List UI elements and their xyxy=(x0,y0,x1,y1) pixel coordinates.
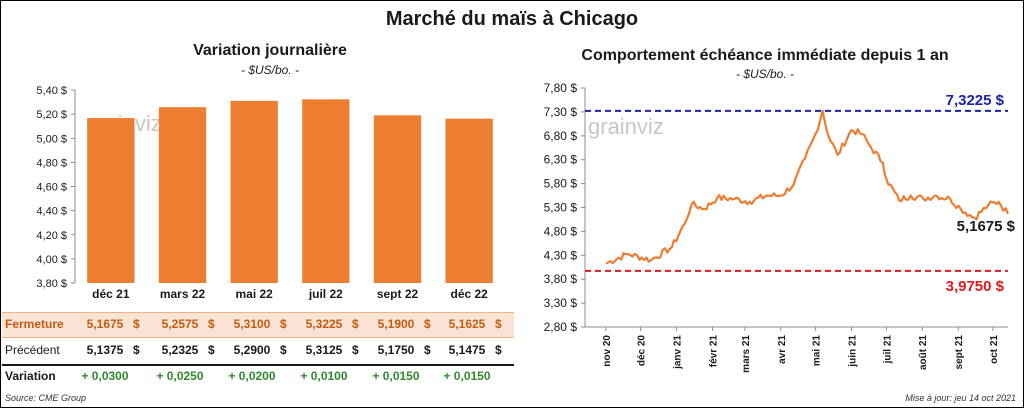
table-cell: 5,1675 xyxy=(86,317,124,331)
source-note: Source: CME Group xyxy=(5,393,87,403)
x-tick-label: mars 21 xyxy=(741,335,752,373)
bar xyxy=(302,99,350,283)
right-chart-title: Comportement échéance immédiate depuis 1… xyxy=(581,47,949,64)
y-tick-label: 4,20 $ xyxy=(36,230,67,242)
bar xyxy=(373,115,422,283)
right-chart-subtitle: - $US/bo. - xyxy=(735,67,795,81)
table-cell-unit: $ xyxy=(208,343,215,357)
table-cell-unit: $ xyxy=(424,343,431,357)
page-title: Marché du maïs à Chicago xyxy=(385,8,639,30)
y-tick-label: 4,40 $ xyxy=(36,206,67,218)
x-tick-label: mars 22 xyxy=(160,287,206,300)
table-cell: 5,1475 xyxy=(448,343,486,357)
x-tick-label: oct 21 xyxy=(989,335,1000,364)
y-tick-label: 5,20 $ xyxy=(36,109,67,121)
x-tick-label: mai 21 xyxy=(812,335,823,367)
table-cell: + 0,0150 xyxy=(443,369,491,383)
table-cell: + 0,0250 xyxy=(156,369,204,383)
y-tick-label: 6,80 $ xyxy=(544,129,578,143)
max-reference-label: 7,3225 $ xyxy=(946,92,1005,109)
x-tick-label: déc 21 xyxy=(92,287,130,300)
y-tick-label: 3,80 $ xyxy=(36,278,67,290)
table-cell: + 0,0200 xyxy=(228,369,276,383)
y-tick-label: 5,30 $ xyxy=(544,201,578,215)
x-tick-label: déc 22 xyxy=(450,287,488,300)
table-row xyxy=(2,312,514,338)
table-cell: + 0,0150 xyxy=(372,369,420,383)
x-tick-label: janv 21 xyxy=(673,335,684,370)
table-cell-unit: $ xyxy=(208,317,215,331)
y-tick-label: 4,80 $ xyxy=(36,157,67,169)
table-cell-unit: $ xyxy=(352,317,359,331)
y-tick-label: 3,80 $ xyxy=(544,272,578,286)
row-label: Variation xyxy=(5,369,56,383)
table-cell-unit: $ xyxy=(280,343,287,357)
table-cell: 5,2325 xyxy=(161,343,199,357)
bar xyxy=(230,100,278,283)
x-tick-label: avr 21 xyxy=(777,335,788,364)
table-cell-unit: $ xyxy=(280,317,287,331)
table-cell-unit: $ xyxy=(133,317,140,331)
x-tick-label: juin 21 xyxy=(848,335,859,368)
min-reference-label: 3,9750 $ xyxy=(946,278,1005,295)
y-tick-label: 4,60 $ xyxy=(36,182,67,194)
table-cell: 5,2575 xyxy=(161,317,199,331)
x-tick-label: août 21 xyxy=(918,335,929,370)
table-cell: + 0,0100 xyxy=(300,369,348,383)
table-cell: 5,3225 xyxy=(305,317,343,331)
table-cell: 5,2900 xyxy=(233,343,271,357)
y-tick-label: 7,80 $ xyxy=(544,81,578,95)
row-label: Précédent xyxy=(5,343,60,357)
table-row xyxy=(2,338,514,362)
bar xyxy=(158,107,207,284)
y-tick-label: 7,30 $ xyxy=(544,105,578,119)
bar xyxy=(87,118,135,283)
table-cell: 5,1375 xyxy=(86,343,124,357)
table-cell: 5,1750 xyxy=(377,343,415,357)
y-tick-label: 5,80 $ xyxy=(544,177,578,191)
table-cell-unit: $ xyxy=(495,317,502,331)
left-chart-subtitle: - $US/bo. - xyxy=(240,63,300,77)
table-cell: 5,3125 xyxy=(305,343,343,357)
table-cell: + 0,0300 xyxy=(81,369,129,383)
table-cell: 5,1900 xyxy=(377,317,415,331)
table-cell-unit: $ xyxy=(424,317,431,331)
update-note: Mise à jour: jeu 14 oct 2021 xyxy=(905,393,1016,403)
table-cell-unit: $ xyxy=(133,343,140,357)
table-cell-unit: $ xyxy=(495,343,502,357)
y-tick-label: 4,00 $ xyxy=(36,254,67,266)
x-tick-label: sept 22 xyxy=(377,287,419,300)
x-tick-label: mai 22 xyxy=(235,287,273,300)
x-tick-label: févr 21 xyxy=(708,335,719,368)
bar xyxy=(445,118,493,283)
y-tick-label: 2,80 $ xyxy=(544,320,578,334)
last-value-label: 5,1675 $ xyxy=(957,218,1016,235)
x-tick-label: juil 21 xyxy=(882,335,893,365)
y-tick-label: 4,30 $ xyxy=(544,248,578,262)
y-tick-label: 3,30 $ xyxy=(544,296,578,310)
price-line xyxy=(605,109,1010,265)
x-tick-label: juil 22 xyxy=(308,287,343,300)
y-tick-label: 4,80 $ xyxy=(544,224,578,238)
bar-chart: grainviz3,80 $4,00 $4,20 $4,40 $4,60 $4,… xyxy=(36,85,493,300)
y-tick-label: 5,40 $ xyxy=(36,85,67,97)
x-tick-label: déc 20 xyxy=(637,335,648,367)
table-row xyxy=(2,364,514,390)
left-chart-title: Variation journalière xyxy=(193,42,347,59)
y-tick-label: 5,00 $ xyxy=(36,133,67,145)
x-tick-label: nov 20 xyxy=(602,335,613,367)
y-tick-label: 6,30 $ xyxy=(544,153,578,167)
table-cell-unit: $ xyxy=(352,343,359,357)
table-cell: 5,3100 xyxy=(233,317,271,331)
watermark-logo: grainviz xyxy=(588,114,664,139)
row-label: Fermeture xyxy=(5,317,64,331)
table-cell: 5,1625 xyxy=(448,317,486,331)
x-tick-label: sept 21 xyxy=(954,335,965,370)
